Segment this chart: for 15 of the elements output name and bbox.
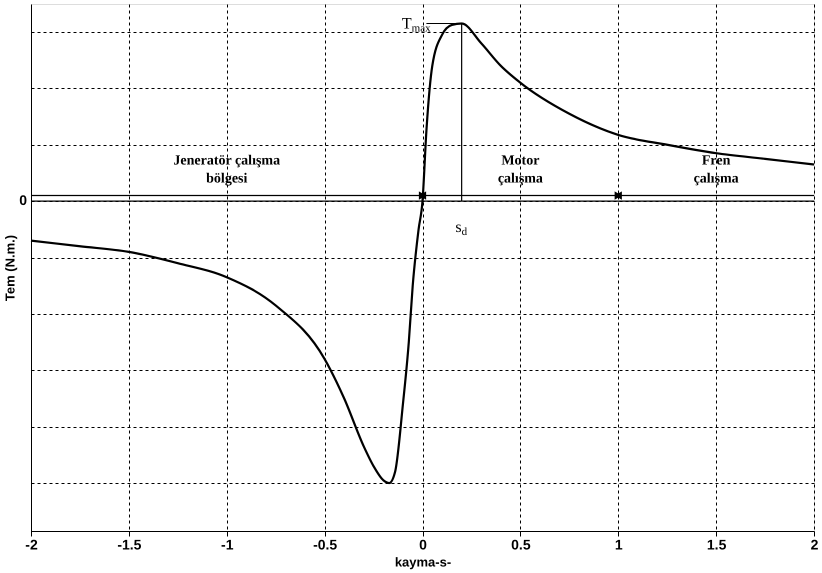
x-tick-label: 1: [614, 536, 623, 552]
x-tick-label: 1.5: [706, 536, 727, 552]
x-tick-label: 0.5: [511, 536, 531, 552]
x-tick-label: -1: [221, 536, 234, 552]
annotation: Fren çalışma: [694, 154, 739, 187]
y-axis-title: Tem (N.m.): [2, 234, 18, 302]
annotation: Motor çalışma: [498, 154, 543, 187]
x-tick-label: 0: [419, 536, 428, 552]
ref-line-label: 0: [19, 192, 28, 208]
x-tick-label: -2: [25, 536, 38, 552]
x-tick-label: 2: [810, 536, 819, 552]
x-axis-title: kayma-s-: [394, 554, 452, 570]
x-tick-label: -0.5: [313, 536, 338, 552]
annotation: Jeneratör çalışma bölgesi: [173, 154, 280, 187]
x-tick-label: -1.5: [117, 536, 142, 552]
